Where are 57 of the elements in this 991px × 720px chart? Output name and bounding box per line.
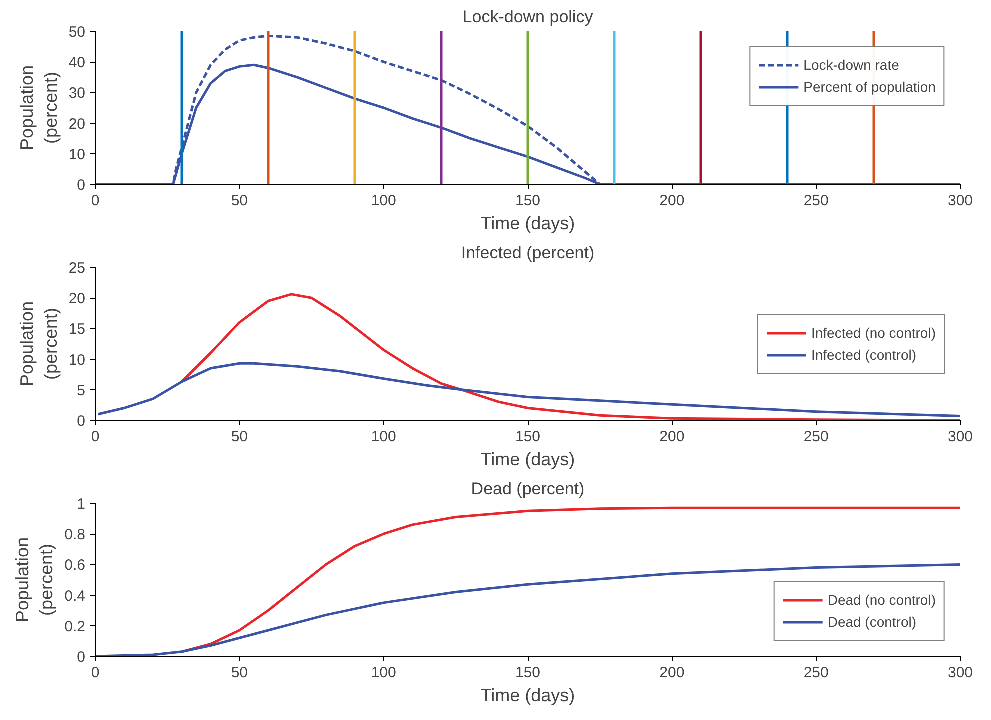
y-tick-label: 25 [68,260,86,277]
x-axis-title: Time (days) [480,686,576,706]
y-tick-label: 0.6 [64,557,86,574]
y-tick-label: 1 [77,496,86,513]
x-axis-title: Time (days) [480,214,576,234]
x-tick-label: 300 [948,664,974,682]
y-tick-label: 20 [68,290,86,308]
x-tick-label: 250 [804,192,829,210]
x-tick-label: 0 [91,664,100,682]
y-tick-label: 30 [68,85,86,102]
legend-label: Percent of population [804,79,936,95]
x-tick-label: 100 [371,664,396,682]
y-tick-label: 40 [68,54,86,72]
legend-label: Infected (control) [811,346,917,362]
y-tick-label: 0 [77,177,86,194]
y-tick-label: 10 [68,352,86,369]
y-tick-label: 0 [77,649,86,666]
x-tick-label: 150 [515,664,541,682]
line-series [180,506,960,654]
x-tick-label: 300 [948,428,974,446]
y-tick-label: 15 [68,321,86,338]
y-tick-label: 5 [77,382,86,400]
chart-title: Lock-down policy [462,8,594,26]
x-tick-label: 100 [371,428,396,446]
x-tick-label: 50 [231,428,248,446]
x-tick-label: 150 [515,428,541,446]
y-axis-title: Population (percent) [16,301,61,387]
x-tick-label: 300 [948,192,974,210]
y-tick-label: 0.8 [64,526,86,544]
line-series [180,293,960,420]
x-tick-label: 50 [231,192,248,210]
chart-title: Infected (percent) [461,244,595,262]
x-tick-label: 250 [804,428,829,446]
y-tick-label: 0.4 [64,588,86,605]
x-tick-label: 150 [515,192,541,210]
x-tick-label: 200 [660,428,685,446]
x-axis-title: Time (days) [480,450,576,470]
legend-label: Lock-down rate [804,57,900,73]
legend-label: Dead (control) [828,614,917,630]
y-tick-label: 20 [68,116,86,133]
legend-label: Infected (no control) [811,324,936,340]
y-axis-title: Population (percent) [16,65,61,151]
chart-title: Dead (percent) [471,480,585,498]
line-series [97,362,960,418]
y-axis-title: Population (percent) [12,537,57,623]
y-tick-label: 0.2 [64,618,86,636]
x-tick-label: 0 [91,428,100,446]
x-tick-label: 0 [91,192,100,210]
x-tick-label: 250 [804,664,829,682]
x-tick-label: 200 [660,192,685,210]
legend-label: Dead (no control) [828,592,936,608]
y-tick-label: 0 [77,413,86,430]
x-tick-label: 50 [231,664,248,682]
x-tick-label: 200 [660,664,685,682]
x-tick-label: 100 [371,192,396,210]
y-tick-label: 10 [68,146,86,164]
y-tick-label: 50 [68,24,86,41]
